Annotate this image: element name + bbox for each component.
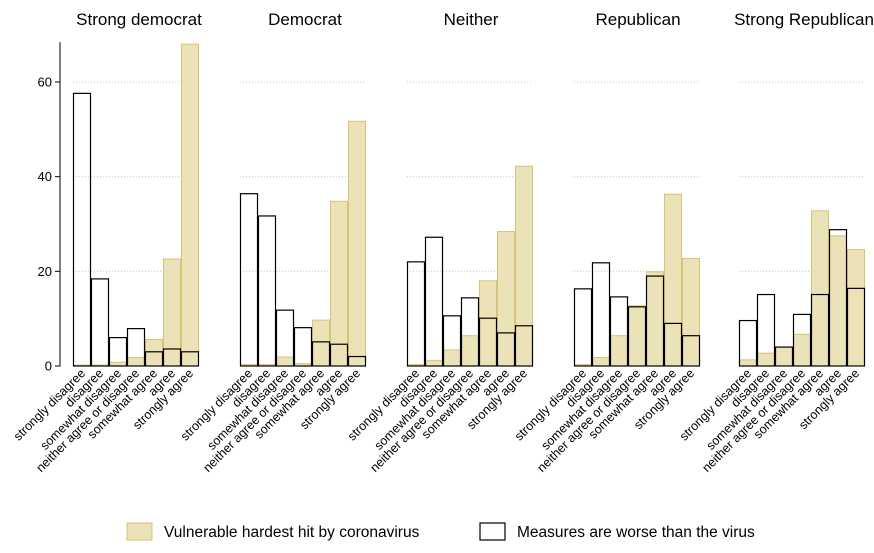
bar-republican-disagree-vulnerable bbox=[592, 356, 610, 367]
bar-strong-republican-disagree-vulnerable bbox=[757, 352, 775, 367]
panel-title-republican: Republican bbox=[595, 10, 680, 29]
bar-republican-somewhat-disagree-measures bbox=[609, 296, 629, 367]
bar-neither-somewhat-disagree-measures bbox=[442, 315, 462, 367]
panel-title-strong-republican: Strong Republican bbox=[734, 10, 874, 29]
bar-strong-democrat-strongly-agree-measures bbox=[180, 351, 200, 367]
bar-strong-democrat-somewhat-agree-vulnerable bbox=[145, 338, 163, 367]
bars-layer bbox=[72, 43, 866, 367]
y-axis: 0 20 40 60 bbox=[38, 42, 61, 374]
bar-democrat-disagree-measures bbox=[257, 215, 277, 367]
panel-titles: Strong democrat Democrat Neither Republican… bbox=[76, 10, 874, 29]
bar-republican-agree-vulnerable bbox=[664, 193, 682, 367]
legend-label-measures: Measures are worse than the virus bbox=[517, 524, 755, 541]
bar-republican-neither-agree-or-disagree-measures bbox=[627, 306, 647, 367]
bar-strong-republican-disagree-measures bbox=[756, 293, 776, 367]
bar-democrat-somewhat-disagree-vulnerable bbox=[276, 356, 294, 367]
bar-neither-somewhat-agree-measures bbox=[478, 317, 498, 367]
bar-republican-neither-agree-or-disagree-vulnerable bbox=[628, 305, 646, 367]
legend-label-vulnerable: Vulnerable hardest hit by coronavirus bbox=[164, 524, 420, 541]
bar-neither-disagree-measures bbox=[424, 236, 444, 367]
y-tick-label-20: 20 bbox=[38, 264, 52, 279]
bar-democrat-somewhat-disagree-measures bbox=[275, 309, 295, 367]
legend-swatch-vulnerable bbox=[126, 522, 153, 541]
bar-neither-agree-measures bbox=[496, 332, 516, 367]
y-tick-label-60: 60 bbox=[38, 75, 52, 90]
bar-democrat-strongly-agree-measures bbox=[347, 355, 367, 367]
panel-title-strong-democrat: Strong democrat bbox=[76, 10, 202, 29]
panel-title-neither: Neither bbox=[444, 10, 499, 29]
panel-title-democrat: Democrat bbox=[268, 10, 342, 29]
legend-swatch-measures bbox=[479, 522, 506, 541]
y-tick-label-40: 40 bbox=[38, 169, 52, 184]
bar-strong-republican-strongly-agree-vulnerable bbox=[847, 249, 865, 367]
bar-neither-strongly-disagree-measures bbox=[406, 261, 426, 367]
bar-neither-neither-agree-or-disagree-vulnerable bbox=[461, 335, 479, 367]
bar-democrat-somewhat-agree-measures bbox=[311, 341, 331, 367]
bar-strong-republican-strongly-agree-measures bbox=[846, 287, 866, 367]
bar-republican-somewhat-agree-vulnerable bbox=[646, 271, 664, 367]
bar-neither-somewhat-agree-vulnerable bbox=[479, 280, 497, 367]
bar-strong-democrat-strongly-agree-vulnerable bbox=[181, 43, 199, 367]
bar-strong-republican-agree-vulnerable bbox=[829, 235, 847, 367]
bar-republican-somewhat-disagree-vulnerable bbox=[610, 335, 628, 367]
legend: Vulnerable hardest hit by coronavirus Mea… bbox=[126, 522, 755, 541]
bar-neither-strongly-agree-vulnerable bbox=[515, 165, 533, 367]
bar-strong-democrat-neither-agree-or-disagree-vulnerable bbox=[127, 356, 145, 367]
bar-neither-agree-vulnerable bbox=[497, 231, 515, 367]
bar-democrat-somewhat-agree-vulnerable bbox=[312, 319, 330, 367]
bar-democrat-agree-vulnerable bbox=[330, 200, 348, 367]
bar-strong-republican-agree-measures bbox=[828, 229, 848, 367]
bar-democrat-agree-measures bbox=[329, 343, 349, 367]
bar-strong-republican-neither-agree-or-disagree-vulnerable bbox=[793, 333, 811, 367]
bar-neither-neither-agree-or-disagree-measures bbox=[460, 297, 480, 367]
bar-strong-democrat-agree-measures bbox=[162, 348, 182, 367]
bar-democrat-strongly-disagree-measures bbox=[239, 193, 259, 367]
bar-republican-strongly-agree-measures bbox=[681, 335, 701, 367]
bar-republican-agree-measures bbox=[663, 322, 683, 367]
bar-strong-republican-somewhat-agree-measures bbox=[810, 293, 830, 367]
bar-republican-disagree-measures bbox=[591, 262, 611, 367]
bar-democrat-neither-agree-or-disagree-measures bbox=[293, 327, 313, 367]
bar-strong-democrat-strongly-disagree-measures bbox=[72, 92, 92, 367]
bar-strong-democrat-agree-vulnerable bbox=[163, 258, 181, 367]
bar-neither-somewhat-disagree-vulnerable bbox=[443, 349, 461, 367]
y-tick-label-0: 0 bbox=[45, 359, 52, 374]
bar-strong-democrat-neither-agree-or-disagree-measures bbox=[126, 328, 146, 367]
bar-strong-republican-somewhat-disagree-vulnerable bbox=[775, 346, 793, 367]
bar-republican-strongly-disagree-measures bbox=[573, 288, 593, 367]
bar-strong-republican-somewhat-agree-vulnerable bbox=[811, 210, 829, 367]
bar-neither-strongly-agree-measures bbox=[514, 325, 534, 367]
bar-strong-republican-strongly-disagree-vulnerable bbox=[739, 359, 757, 367]
bar-strong-republican-somewhat-disagree-measures bbox=[774, 346, 794, 367]
bar-democrat-strongly-agree-vulnerable bbox=[348, 120, 366, 367]
bar-neither-disagree-vulnerable bbox=[425, 359, 443, 367]
bar-strong-democrat-somewhat-agree-measures bbox=[144, 351, 164, 367]
bar-strong-republican-neither-agree-or-disagree-measures bbox=[792, 313, 812, 367]
bar-republican-somewhat-agree-measures bbox=[645, 275, 665, 367]
bar-republican-strongly-agree-vulnerable bbox=[682, 258, 700, 367]
bar-strong-republican-strongly-disagree-measures bbox=[738, 319, 758, 367]
bar-strong-democrat-somewhat-disagree-measures bbox=[108, 337, 128, 367]
bar-strong-democrat-disagree-measures bbox=[90, 278, 110, 367]
